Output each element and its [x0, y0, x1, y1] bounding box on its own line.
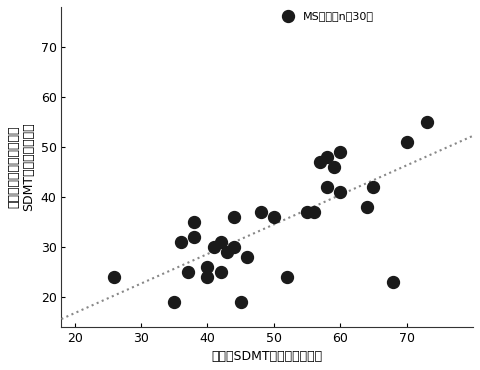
MS患者（n＝30）: [303, 209, 311, 215]
X-axis label: 口頭のSDMTの正しい応答数: 口頭のSDMTの正しい応答数: [212, 350, 323, 363]
MS患者（n＝30）: [316, 159, 324, 165]
MS患者（n＝30）: [204, 264, 211, 270]
MS患者（n＝30）: [217, 269, 225, 275]
MS患者（n＝30）: [390, 279, 397, 285]
MS患者（n＝30）: [403, 139, 410, 145]
MS患者（n＝30）: [237, 299, 244, 305]
MS患者（n＝30）: [257, 209, 264, 215]
MS患者（n＝30）: [191, 219, 198, 225]
MS患者（n＝30）: [217, 239, 225, 245]
Legend: MS患者（n＝30）: MS患者（n＝30）: [273, 6, 378, 25]
MS患者（n＝30）: [336, 189, 344, 195]
MS患者（n＝30）: [204, 274, 211, 280]
MS患者（n＝30）: [310, 209, 318, 215]
MS患者（n＝30）: [230, 214, 238, 220]
MS患者（n＝30）: [243, 254, 251, 260]
MS患者（n＝30）: [330, 164, 337, 170]
MS患者（n＝30）: [423, 119, 431, 125]
Y-axis label: スマートフォンベースの
SDMTの正しい応答数: スマートフォンベースの SDMTの正しい応答数: [7, 122, 35, 211]
MS患者（n＝30）: [323, 154, 331, 160]
MS患者（n＝30）: [184, 269, 192, 275]
MS患者（n＝30）: [111, 274, 119, 280]
MS患者（n＝30）: [230, 244, 238, 250]
MS患者（n＝30）: [370, 184, 377, 190]
MS患者（n＝30）: [336, 149, 344, 155]
MS患者（n＝30）: [170, 299, 178, 305]
MS患者（n＝30）: [283, 274, 291, 280]
MS患者（n＝30）: [323, 184, 331, 190]
MS患者（n＝30）: [191, 234, 198, 240]
MS患者（n＝30）: [210, 244, 218, 250]
MS患者（n＝30）: [363, 204, 371, 210]
MS患者（n＝30）: [224, 249, 231, 255]
MS患者（n＝30）: [177, 239, 185, 245]
MS患者（n＝30）: [270, 214, 278, 220]
